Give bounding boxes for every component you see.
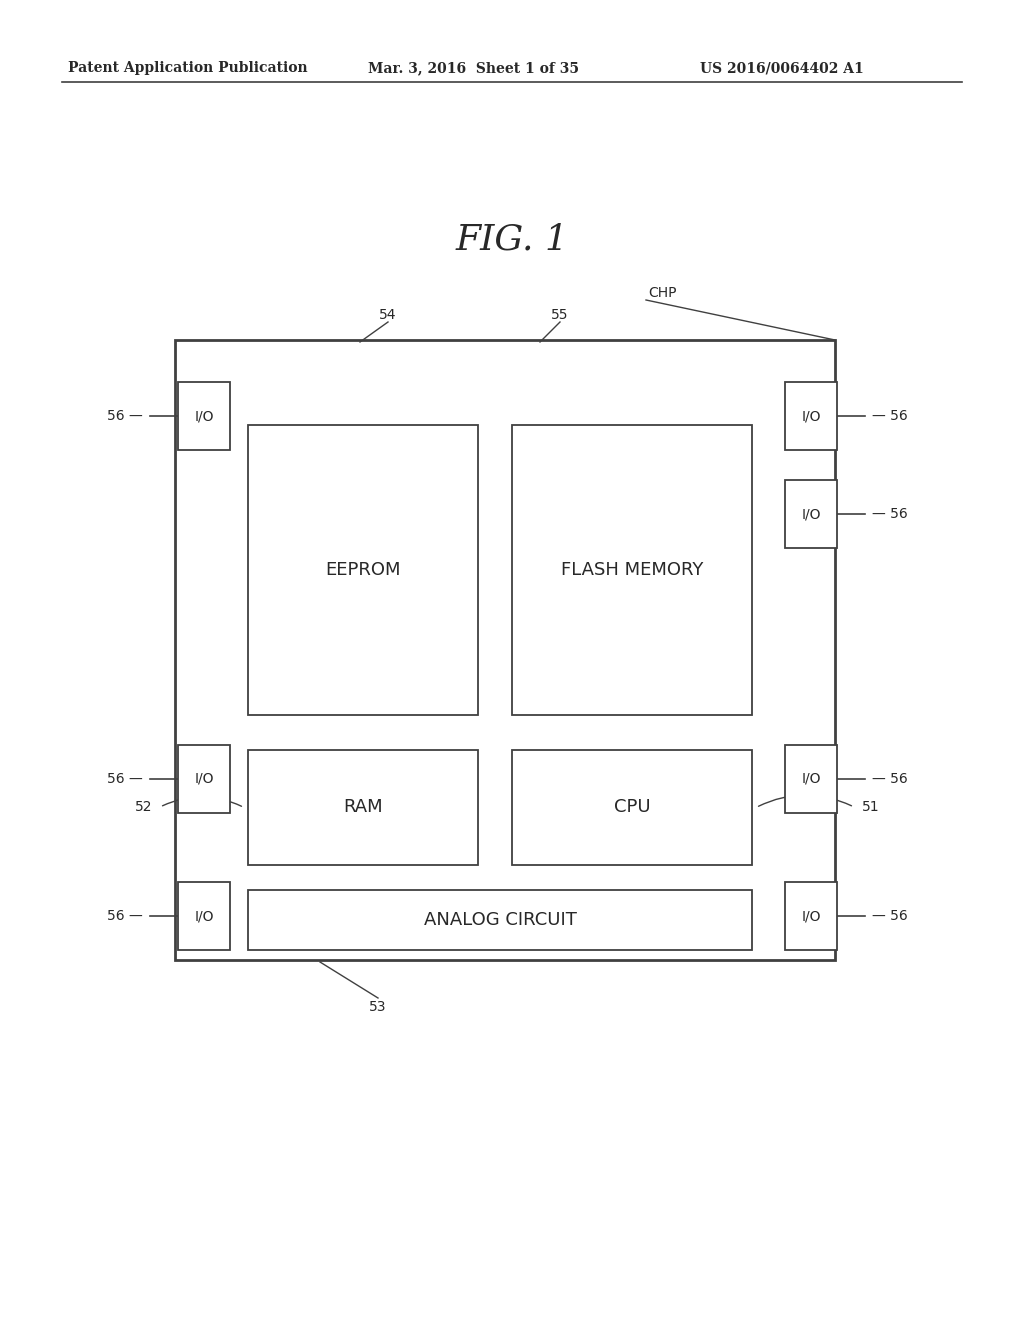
Text: EEPROM: EEPROM (326, 561, 400, 579)
Text: Mar. 3, 2016  Sheet 1 of 35: Mar. 3, 2016 Sheet 1 of 35 (368, 61, 579, 75)
Bar (178, 882, 230, 950)
Text: FIG. 1: FIG. 1 (456, 223, 568, 257)
Text: RAM: RAM (343, 799, 383, 817)
Bar (785, 381, 837, 450)
Text: — 56: — 56 (872, 909, 907, 923)
Bar (248, 425, 478, 715)
Bar (785, 744, 837, 813)
Text: 56 —: 56 — (108, 909, 143, 923)
Bar (175, 341, 835, 960)
Text: 56 —: 56 — (108, 772, 143, 785)
Text: — 56: — 56 (872, 507, 907, 521)
Text: — 56: — 56 (872, 409, 907, 422)
Text: CHP: CHP (648, 286, 677, 300)
Bar (178, 744, 230, 813)
Text: I/O: I/O (195, 409, 214, 422)
Text: I/O: I/O (801, 409, 821, 422)
Bar (178, 381, 230, 450)
Text: I/O: I/O (801, 772, 821, 785)
Text: FLASH MEMORY: FLASH MEMORY (561, 561, 703, 579)
Text: — 56: — 56 (872, 772, 907, 785)
Text: 54: 54 (379, 308, 396, 322)
Text: I/O: I/O (195, 772, 214, 785)
Bar (785, 480, 837, 548)
Text: 55: 55 (551, 308, 568, 322)
Text: 56 —: 56 — (108, 409, 143, 422)
Text: I/O: I/O (801, 507, 821, 521)
Text: I/O: I/O (195, 909, 214, 923)
Text: Patent Application Publication: Patent Application Publication (68, 61, 307, 75)
Bar (248, 750, 478, 865)
Bar (248, 890, 752, 950)
Text: CPU: CPU (613, 799, 650, 817)
Text: I/O: I/O (801, 909, 821, 923)
Bar (512, 750, 752, 865)
Text: 53: 53 (370, 1001, 387, 1014)
Bar (512, 425, 752, 715)
Text: ANALOG CIRCUIT: ANALOG CIRCUIT (424, 911, 577, 929)
Text: 51: 51 (862, 800, 880, 814)
Bar (785, 882, 837, 950)
Text: 52: 52 (134, 800, 152, 814)
Text: US 2016/0064402 A1: US 2016/0064402 A1 (700, 61, 864, 75)
